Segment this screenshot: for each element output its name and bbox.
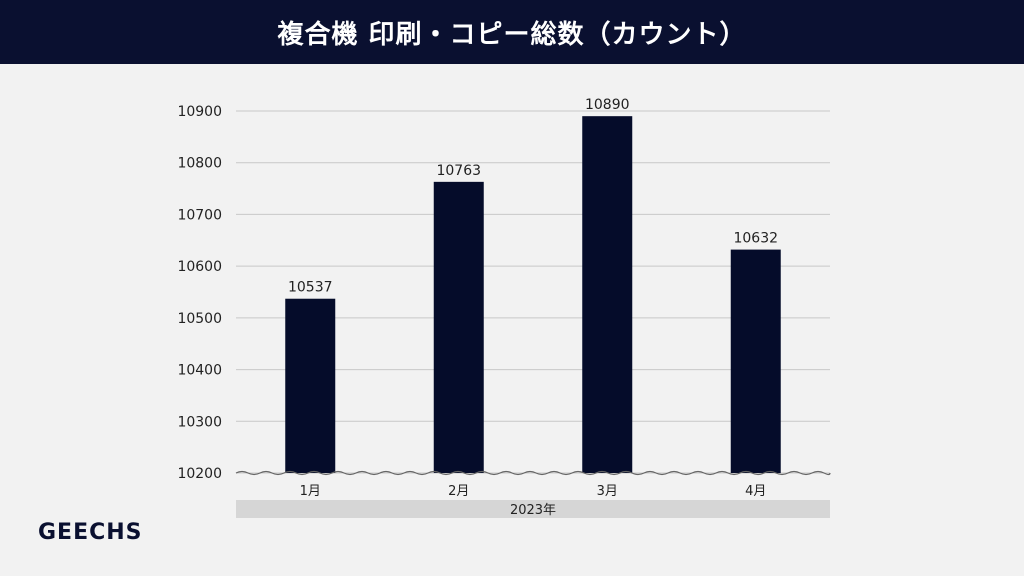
y-tick-label: 10900	[177, 104, 222, 120]
chart-title: 複合機 印刷・コピー総数（カウント）	[277, 19, 747, 50]
x-group-label: 2023年	[510, 503, 556, 518]
x-tick-label: 3月	[597, 484, 618, 499]
bar-2	[433, 181, 484, 473]
x-tick-label: 4月	[745, 484, 766, 499]
axis-break-line	[235, 470, 831, 476]
data-label: 10763	[436, 163, 481, 179]
x-tick-label: 1月	[300, 484, 321, 499]
brand-logo: GEECHS	[38, 520, 143, 545]
x-tick-label: 2月	[448, 484, 469, 499]
y-tick-label: 10200	[177, 466, 222, 482]
bar-1	[285, 298, 336, 473]
bar-3	[582, 116, 633, 474]
bar-4	[730, 249, 781, 473]
y-tick-label: 10700	[177, 207, 222, 223]
data-label: 10890	[585, 97, 630, 113]
y-tick-label: 10800	[177, 156, 222, 172]
data-label: 10537	[288, 280, 333, 296]
x-group-band	[236, 500, 830, 518]
chart-header: 複合機 印刷・コピー総数（カウント）	[0, 0, 1024, 64]
y-tick-label: 10500	[177, 311, 222, 327]
y-tick-label: 10400	[177, 363, 222, 379]
y-tick-label: 10300	[177, 414, 222, 430]
data-label: 10632	[733, 231, 778, 247]
y-tick-label: 10600	[177, 259, 222, 275]
